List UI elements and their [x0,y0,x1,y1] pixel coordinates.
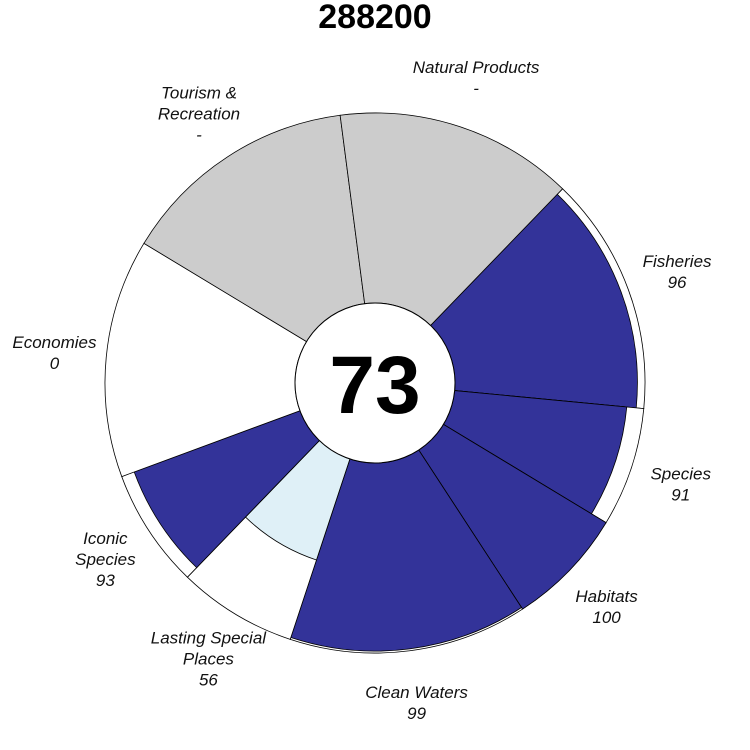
slice-label-species: Species 91 [650,465,711,505]
slice-name-tourism-and-recreation: Tourism & [161,83,237,102]
slice-name-iconic-species: Species [75,550,136,569]
slice-name-habitats: Habitats [575,587,638,606]
slice-value-lasting-special-places: 56 [199,671,218,690]
slice-value-species: 91 [671,486,690,505]
chart-title: 288200 [318,0,431,36]
slice-name-economies: Economies [12,333,97,352]
slice-label-economies: Economies 0 [12,333,97,373]
slice-name-natural-products: Natural Products [413,58,540,77]
center-score: 73 [329,340,420,431]
slice-value-fisheries: 96 [668,273,687,292]
slice-value-natural-products: - [473,79,479,98]
center-disc [294,302,456,464]
slice-label-habitats: Habitats 100 [575,587,638,627]
slice-label-lasting-special-places: Lasting Special Places 56 [151,629,268,690]
slice-value-habitats: 100 [592,608,621,627]
petals-layer [104,112,646,654]
slice-name-iconic-species: Iconic [83,529,128,548]
slice-label-fisheries: Fisheries 96 [643,252,712,292]
slice-label-tourism-and-recreation: Tourism & Recreation - [158,83,240,144]
slice-name-fisheries: Fisheries [643,252,712,271]
slice-value-tourism-and-recreation: - [196,125,202,144]
slice-value-clean-waters: 99 [407,704,426,723]
slice-value-iconic-species: 93 [96,571,115,590]
slice-value-economies: 0 [50,354,60,373]
slice-label-clean-waters: Clean Waters 99 [365,683,468,723]
slice-name-tourism-and-recreation: Recreation [158,104,240,123]
slice-name-lasting-special-places: Places [183,650,235,669]
slice-name-species: Species [650,465,711,484]
slice-label-natural-products: Natural Products - [413,58,540,98]
slice-name-clean-waters: Clean Waters [365,683,468,702]
slice-name-lasting-special-places: Lasting Special [151,629,268,648]
slice-label-iconic-species: Iconic Species 93 [75,529,136,590]
labels-layer: Fisheries 96 Species 91 Habitats 100 Clean Wat… [12,58,712,723]
